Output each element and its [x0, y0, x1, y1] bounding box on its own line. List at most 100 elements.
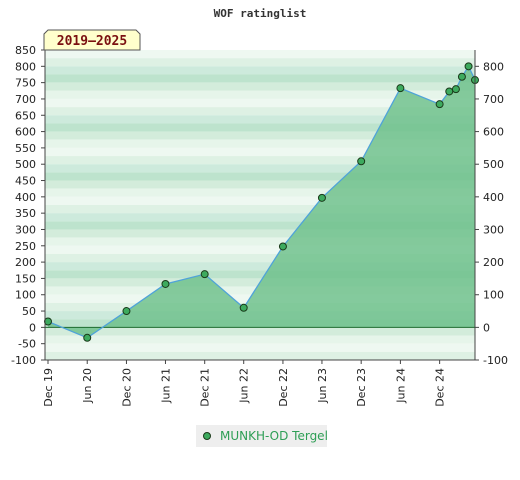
x-tick-label: Jun 21 [159, 368, 172, 404]
grid-band [45, 196, 475, 205]
legend-marker [203, 432, 211, 440]
left-tick-label: 800 [15, 60, 36, 73]
x-tick-label: Dec 22 [277, 368, 290, 407]
data-point [44, 317, 52, 326]
data-point [83, 333, 92, 342]
grid-band [45, 131, 475, 140]
x-tick-label: Dec 19 [42, 368, 55, 407]
left-tick-label: 50 [22, 305, 36, 318]
right-tick-label: 100 [483, 289, 504, 302]
x-tick-label: Dec 23 [355, 368, 368, 407]
right-axis-ticks: -100 0 100 200 300 400 500 600 700 800 [475, 60, 508, 367]
left-tick-label: 750 [15, 77, 36, 90]
data-point [396, 84, 405, 93]
left-tick-label: 700 [15, 93, 36, 106]
series-line [47, 64, 476, 339]
data-point [239, 303, 248, 312]
grid-band [45, 351, 475, 360]
grid-band [45, 327, 475, 336]
x-tick-label: Dec 20 [120, 368, 133, 407]
x-tick-label: Dec 24 [434, 368, 447, 407]
grid-band [45, 164, 475, 173]
right-tick-label: -100 [483, 354, 508, 367]
grid-band [45, 156, 475, 165]
grid-band [45, 221, 475, 230]
legend: MUNKH-OD Tergel [196, 425, 328, 447]
left-tick-label: 450 [15, 175, 36, 188]
grid-band [45, 335, 475, 344]
grid-band [45, 123, 475, 132]
x-tick-label: Dec 21 [199, 368, 212, 407]
left-tick-label: 200 [15, 256, 36, 269]
right-tick-label: 800 [483, 60, 504, 73]
left-tick-label: 500 [15, 158, 36, 171]
grid-band [45, 139, 475, 148]
left-tick-label: 250 [15, 240, 36, 253]
left-tick-label: 100 [15, 289, 36, 302]
grid-band [45, 237, 475, 246]
area-fill [48, 66, 475, 338]
grid-band [45, 66, 475, 75]
grid-band [45, 50, 475, 59]
grid-band [45, 343, 475, 352]
data-point [445, 87, 454, 96]
grid-band [45, 180, 475, 189]
x-axis-ticks: Dec 19 Jun 20 Dec 20 Jun 21 Dec 21 Jun 22 Dec … [42, 360, 447, 407]
left-tick-label: 300 [15, 223, 36, 236]
data-point [457, 72, 466, 81]
x-tick-label: Jun 22 [238, 368, 251, 404]
data-point [317, 193, 326, 202]
grid-band [45, 90, 475, 99]
grid-band [45, 82, 475, 91]
grid-band [45, 188, 475, 197]
left-tick-label: 550 [15, 142, 36, 155]
grid-band [45, 172, 475, 181]
grid-band [45, 74, 475, 83]
grid-band [45, 205, 475, 214]
grid-band [45, 270, 475, 279]
grid-band [45, 213, 475, 222]
right-tick-label: 400 [483, 191, 504, 204]
left-tick-label: 850 [15, 44, 36, 57]
right-tick-label: 0 [483, 321, 490, 334]
grid-band [45, 229, 475, 238]
period-badge: 2019–2025 [43, 29, 141, 51]
grid-band [45, 253, 475, 263]
left-tick-label: 400 [15, 191, 36, 204]
x-tick-label: Jun 20 [81, 368, 94, 404]
data-point [357, 157, 366, 166]
grid-band [45, 98, 475, 108]
left-tick-label: -100 [11, 354, 36, 367]
x-tick-label: Jun 23 [316, 368, 329, 404]
data-point [200, 270, 209, 279]
legend-label: MUNKH-OD Tergel [220, 429, 328, 443]
grid-band [45, 262, 475, 271]
legend-box [196, 425, 327, 447]
data-point [278, 242, 287, 251]
grid-band [45, 107, 475, 116]
data-point [464, 62, 473, 71]
period-badge-text: 2019–2025 [57, 34, 127, 49]
axes [44, 50, 476, 361]
data-point [435, 100, 444, 109]
data-point [122, 307, 131, 316]
data-point [451, 85, 460, 94]
grid-band [45, 245, 475, 254]
rating-line [47, 64, 476, 339]
right-tick-label: 700 [483, 93, 504, 106]
grid-band [45, 147, 475, 157]
left-tick-label: 650 [15, 109, 36, 122]
right-tick-label: 600 [483, 126, 504, 139]
left-tick-label: 150 [15, 272, 36, 285]
left-tick-label: 350 [15, 207, 36, 220]
chart-title: WOF ratinglist [214, 7, 307, 20]
right-tick-label: 200 [483, 256, 504, 269]
data-point [161, 279, 170, 288]
left-axis-ticks: -100 -50 0 50 100 150 200 250 300 350 400 450 500 550… [11, 44, 45, 367]
grid-band [45, 58, 475, 67]
left-tick-label: -50 [18, 338, 36, 351]
left-tick-label: 0 [29, 321, 36, 334]
right-tick-label: 500 [483, 158, 504, 171]
x-tick-label: Jun 24 [394, 368, 407, 404]
